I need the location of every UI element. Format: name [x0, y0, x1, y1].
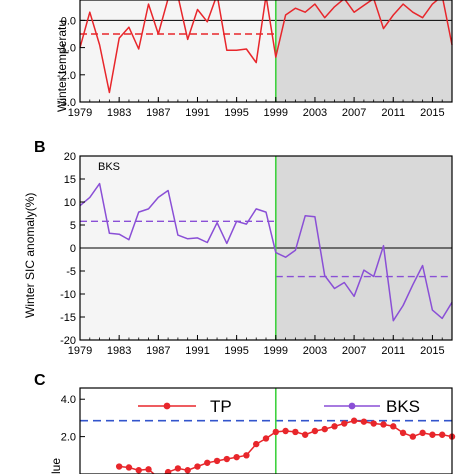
- panel-a-pre-shade: [80, 0, 276, 102]
- B-y-tick-label: 15: [64, 174, 76, 186]
- A-series-line-0: [79, 0, 453, 94]
- C-data-point: [370, 420, 377, 427]
- A-x-tick-label: 1999: [264, 107, 288, 119]
- A-y-tick-label: -3.0: [57, 97, 76, 109]
- C-data-point: [253, 440, 260, 448]
- A-x-tick-label: 2011: [381, 107, 405, 119]
- B-x-tick-label: 1995: [224, 345, 248, 357]
- B-y-tick-label: 20: [64, 151, 76, 163]
- C-y-tick-label: 2.0: [61, 432, 76, 444]
- C-data-point: [223, 455, 231, 463]
- C-data-point: [184, 467, 191, 474]
- A-x-tick-label: 2003: [303, 107, 327, 119]
- legend-bks-label: BKS: [386, 397, 420, 416]
- B-x-tick-label: 2003: [303, 345, 327, 357]
- panel-b-y-axis-label: Winter SIC anomaly(%): [23, 193, 37, 318]
- A-y-tick-label: -1.0: [57, 43, 76, 55]
- C-data-point: [399, 429, 407, 437]
- B-x-tick-label: 2011: [381, 345, 405, 357]
- A-x-tick-label: 1995: [224, 107, 248, 119]
- legend-tp-marker: [163, 402, 171, 410]
- panel-a-frame: [79, 0, 453, 103]
- A-y-tick-label: 0.0: [61, 15, 76, 27]
- C-data-point: [439, 431, 446, 438]
- panel-b-region-label: BKS: [98, 161, 120, 173]
- B-y-tick-label: -10: [60, 289, 76, 301]
- C-data-point: [350, 417, 358, 424]
- C-data-point: [292, 428, 299, 436]
- C-data-point: [380, 421, 387, 428]
- C-data-point: [135, 467, 142, 474]
- panel-a-y-axis-label: Winter temperatu: [55, 20, 69, 112]
- B-x-tick-label: 1987: [146, 345, 170, 357]
- legend-bks-marker: [348, 402, 356, 410]
- panel-c-label: C: [34, 372, 46, 389]
- B-x-tick-label: 1999: [264, 345, 288, 357]
- B-x-tick-label: 2007: [342, 345, 366, 357]
- C-data-point: [243, 452, 250, 459]
- C-data-point: [145, 466, 152, 473]
- A-x-tick-label: 2007: [342, 107, 366, 119]
- B-y-tick-label: 0: [70, 243, 76, 255]
- C-data-point: [272, 428, 279, 436]
- A-x-tick-label: 1991: [185, 107, 209, 119]
- B-x-tick-label: 1983: [107, 345, 131, 357]
- C-data-point: [390, 423, 397, 430]
- C-data-point: [341, 420, 348, 427]
- B-series-line-0: [79, 182, 453, 322]
- C-data-point: [419, 429, 426, 437]
- legend-tp-label: TP: [210, 397, 232, 416]
- B-y-tick-label: -5: [66, 266, 76, 278]
- C-data-point: [174, 465, 182, 472]
- C-data-point: [233, 453, 240, 461]
- C-data-point: [360, 418, 368, 425]
- B-x-tick-label: 1991: [185, 345, 209, 357]
- C-data-point: [409, 433, 417, 440]
- B-x-tick-label: 1979: [68, 345, 92, 357]
- panel-b-label: B: [34, 139, 46, 156]
- panel-c-y-axis-label: lue: [49, 458, 63, 474]
- B-y-tick-label: 10: [64, 197, 76, 209]
- B-y-tick-label: -15: [60, 312, 76, 324]
- C-y-tick-label: 4.0: [61, 394, 76, 406]
- C-data-point: [301, 431, 309, 438]
- A-x-tick-label: 1987: [146, 107, 170, 119]
- C-data-point: [213, 457, 221, 465]
- C-data-point: [321, 425, 328, 433]
- panel-c-legend: TP BKS: [138, 397, 420, 416]
- A-x-tick-label: 1979: [68, 107, 92, 119]
- C-data-point: [429, 431, 436, 438]
- C-data-point: [204, 459, 211, 466]
- panel-b-frame: [79, 155, 453, 341]
- A-x-tick-label: 1983: [107, 107, 131, 119]
- B-y-tick-label: 5: [70, 220, 76, 232]
- C-data-point: [311, 427, 319, 435]
- C-data-point: [331, 423, 338, 430]
- panel-c: C 4.0 2.0 TP BKS lue: [34, 372, 456, 474]
- A-x-tick-label: 2015: [420, 107, 444, 119]
- C-data-point: [115, 463, 123, 470]
- C-data-point: [194, 463, 201, 470]
- C-data-point: [125, 464, 133, 471]
- A-y-tick-label: -2.0: [57, 70, 76, 82]
- C-data-point: [282, 427, 289, 435]
- panel-c-frame: [79, 387, 453, 474]
- B-y-tick-label: -20: [60, 335, 76, 347]
- panel-a-post-shade: [275, 0, 452, 102]
- C-data-point: [262, 435, 270, 442]
- C-data-point: [164, 468, 172, 474]
- B-x-tick-label: 2015: [420, 345, 444, 357]
